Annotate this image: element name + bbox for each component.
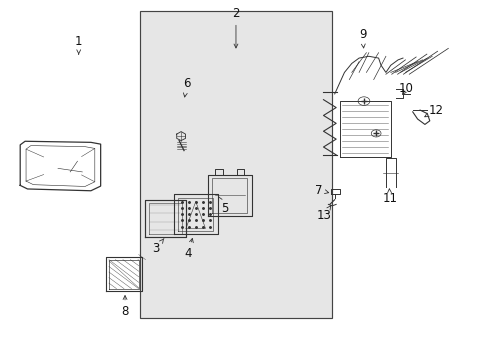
Text: 11: 11 — [382, 189, 396, 205]
Text: 6: 6 — [183, 77, 190, 97]
Text: 12: 12 — [424, 104, 443, 117]
Bar — [140, 12, 331, 318]
Text: 3: 3 — [152, 239, 163, 255]
Text: 1: 1 — [75, 35, 82, 54]
Text: 4: 4 — [184, 238, 193, 260]
Text: 2: 2 — [232, 7, 239, 48]
Text: 5: 5 — [218, 197, 228, 215]
Text: 8: 8 — [121, 296, 128, 319]
Text: 9: 9 — [358, 28, 366, 48]
Text: 13: 13 — [316, 206, 331, 222]
Text: 10: 10 — [398, 82, 413, 95]
Text: 7: 7 — [314, 184, 328, 197]
